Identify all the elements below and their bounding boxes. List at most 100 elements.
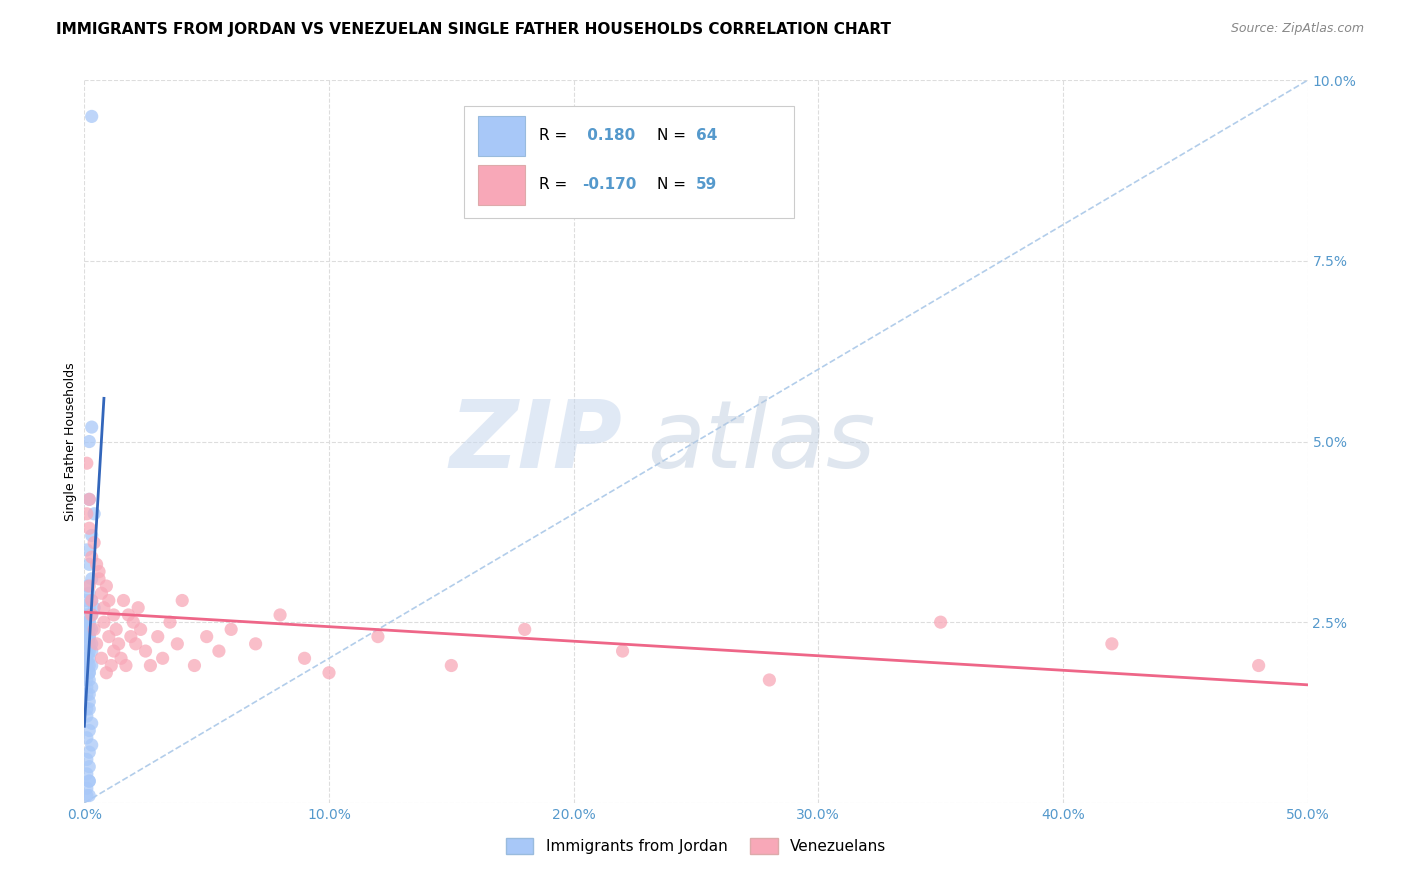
Immigrants from Jordan [77, 651, 100, 665]
Venezuelans [127, 600, 149, 615]
Immigrants from Jordan [80, 716, 103, 731]
Venezuelans [110, 651, 132, 665]
Immigrants from Jordan [76, 752, 98, 766]
Venezuelans [77, 579, 100, 593]
Immigrants from Jordan [80, 109, 103, 123]
Immigrants from Jordan [76, 731, 98, 745]
Venezuelans [96, 579, 118, 593]
Immigrants from Jordan [77, 615, 100, 630]
Immigrants from Jordan [76, 658, 98, 673]
Immigrants from Jordan [76, 789, 98, 803]
Venezuelans [103, 644, 125, 658]
Venezuelans [1247, 658, 1270, 673]
Immigrants from Jordan [80, 738, 103, 752]
Immigrants from Jordan [77, 658, 100, 673]
Text: R =: R = [540, 128, 572, 144]
Venezuelans [97, 593, 120, 607]
Immigrants from Jordan [77, 630, 100, 644]
Venezuelans [97, 630, 120, 644]
Immigrants from Jordan [77, 673, 100, 687]
Venezuelans [80, 550, 103, 565]
Immigrants from Jordan [77, 434, 100, 449]
Venezuelans [87, 565, 110, 579]
Venezuelans [77, 492, 100, 507]
Text: 0.180: 0.180 [582, 128, 636, 144]
Immigrants from Jordan [77, 789, 100, 803]
Immigrants from Jordan [77, 600, 100, 615]
Venezuelans [172, 593, 194, 607]
FancyBboxPatch shape [478, 165, 524, 204]
Venezuelans [440, 658, 463, 673]
Venezuelans [96, 665, 118, 680]
Immigrants from Jordan [80, 593, 103, 607]
Immigrants from Jordan [80, 607, 103, 622]
Venezuelans [612, 644, 634, 658]
Venezuelans [83, 535, 105, 549]
Immigrants from Jordan [76, 651, 98, 665]
Text: ZIP: ZIP [450, 395, 623, 488]
Venezuelans [135, 644, 157, 658]
Text: 64: 64 [696, 128, 717, 144]
Immigrants from Jordan [76, 607, 98, 622]
Immigrants from Jordan [80, 658, 103, 673]
Immigrants from Jordan [77, 760, 100, 774]
Immigrants from Jordan [76, 709, 98, 723]
Venezuelans [129, 623, 152, 637]
Immigrants from Jordan [77, 644, 100, 658]
Immigrants from Jordan [76, 623, 98, 637]
Text: R =: R = [540, 177, 572, 192]
Immigrants from Jordan [77, 665, 100, 680]
Venezuelans [195, 630, 218, 644]
Venezuelans [90, 586, 112, 600]
Venezuelans [245, 637, 267, 651]
Immigrants from Jordan [76, 673, 98, 687]
Venezuelans [105, 623, 128, 637]
Immigrants from Jordan [76, 665, 98, 680]
Venezuelans [125, 637, 148, 651]
Venezuelans [318, 665, 340, 680]
Venezuelans [107, 637, 129, 651]
Immigrants from Jordan [76, 644, 98, 658]
Venezuelans [76, 507, 98, 521]
Immigrants from Jordan [83, 600, 105, 615]
Venezuelans [758, 673, 780, 687]
Immigrants from Jordan [77, 630, 100, 644]
Immigrants from Jordan [80, 420, 103, 434]
Immigrants from Jordan [77, 774, 100, 789]
Immigrants from Jordan [80, 680, 103, 694]
Venezuelans [77, 521, 100, 535]
Venezuelans [80, 607, 103, 622]
Venezuelans [152, 651, 174, 665]
Immigrants from Jordan [76, 781, 98, 796]
Venezuelans [112, 593, 135, 607]
Immigrants from Jordan [77, 723, 100, 738]
Immigrants from Jordan [77, 695, 100, 709]
Immigrants from Jordan [77, 665, 100, 680]
Immigrants from Jordan [76, 767, 98, 781]
Text: atlas: atlas [647, 396, 876, 487]
Venezuelans [122, 615, 145, 630]
Venezuelans [93, 600, 115, 615]
Venezuelans [139, 658, 162, 673]
Immigrants from Jordan [76, 637, 98, 651]
Immigrants from Jordan [77, 492, 100, 507]
Text: N =: N = [657, 177, 690, 192]
Venezuelans [115, 658, 138, 673]
Y-axis label: Single Father Households: Single Father Households [65, 362, 77, 521]
Text: N =: N = [657, 128, 690, 144]
Venezuelans [1101, 637, 1123, 651]
Immigrants from Jordan [76, 702, 98, 716]
Immigrants from Jordan [77, 623, 100, 637]
Venezuelans [90, 651, 112, 665]
Immigrants from Jordan [77, 586, 100, 600]
Text: Source: ZipAtlas.com: Source: ZipAtlas.com [1230, 22, 1364, 36]
Immigrants from Jordan [77, 558, 100, 572]
Venezuelans [269, 607, 291, 622]
Immigrants from Jordan [80, 623, 103, 637]
Venezuelans [86, 558, 108, 572]
Venezuelans [93, 615, 115, 630]
Immigrants from Jordan [76, 615, 98, 630]
Venezuelans [120, 630, 142, 644]
Venezuelans [100, 658, 122, 673]
Venezuelans [367, 630, 389, 644]
